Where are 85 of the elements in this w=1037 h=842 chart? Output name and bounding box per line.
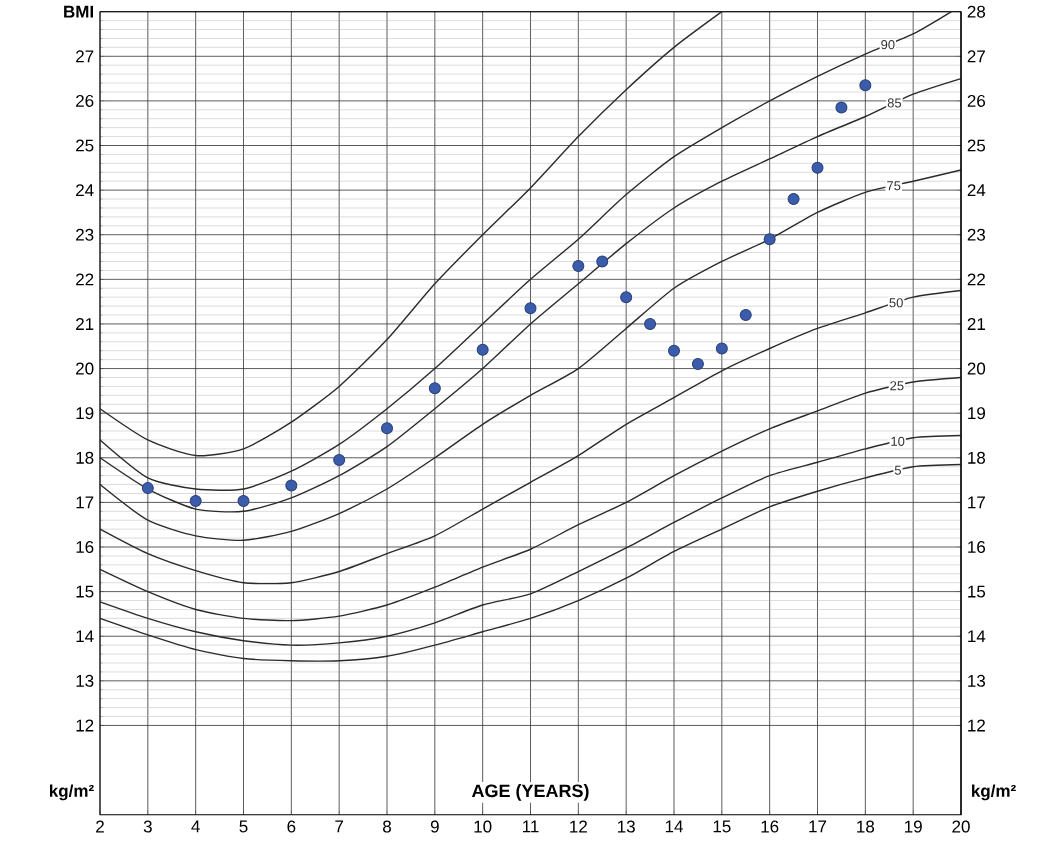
- y-tick-label: 26: [76, 95, 94, 108]
- y-tick-label: 13: [76, 674, 94, 688]
- x-tick-label: 17: [809, 820, 827, 833]
- y-tick-label: 27: [76, 50, 94, 63]
- y-tick-label: 25: [76, 139, 94, 152]
- x-tick-label: 13: [618, 820, 635, 833]
- y-tick-label: 18: [76, 451, 94, 464]
- y-tick-label: 24: [76, 184, 94, 197]
- series-label: 50: [889, 298, 903, 308]
- series-label: 90: [881, 40, 895, 50]
- y-tick-label: 15: [76, 585, 94, 598]
- point: [835, 101, 848, 114]
- y2-tick-label: 14: [968, 630, 986, 643]
- x-tick-label: 11: [522, 820, 539, 833]
- point: [572, 260, 585, 273]
- y-tick-label: 19: [76, 407, 94, 420]
- y2-tick-label: 25: [967, 139, 986, 152]
- x-tick-label: 15: [713, 820, 731, 833]
- x-tick-label: 8: [383, 820, 391, 833]
- point: [141, 482, 154, 495]
- point: [644, 318, 657, 331]
- y-tick-label: 21: [76, 318, 94, 331]
- x-tick-label: 6: [287, 820, 296, 833]
- point: [333, 454, 346, 467]
- series-label: 25: [890, 381, 904, 391]
- point: [381, 422, 394, 435]
- y-tick-label: 23: [76, 228, 94, 241]
- point: [715, 342, 728, 355]
- y2-tick-label: 15: [968, 585, 986, 598]
- series-label: 85: [887, 98, 902, 108]
- y2-tick-label: 20: [967, 362, 986, 375]
- x-tick-label: 7: [335, 820, 344, 833]
- text: kg/m²: [972, 784, 1016, 801]
- y-tick-label: 14: [76, 630, 94, 643]
- y2-tick-label: 23: [967, 228, 986, 241]
- point: [787, 193, 800, 206]
- x-tick-label: 4: [191, 820, 200, 833]
- x-tick-label: 5: [239, 820, 248, 833]
- x-tick-label: 9: [430, 820, 439, 833]
- point: [524, 302, 537, 315]
- y2-tick-label: 19: [968, 407, 985, 420]
- y2-tick-label: 26: [967, 95, 986, 108]
- x-tick-label: 2: [96, 820, 104, 833]
- y-tick-label: 22: [76, 273, 94, 286]
- point: [691, 358, 704, 371]
- x-tick-label: 12: [570, 820, 587, 833]
- point: [811, 161, 824, 174]
- point: [596, 255, 609, 268]
- text: kg/m²: [49, 784, 94, 801]
- point: [285, 479, 298, 492]
- y2-tick-label: 22: [967, 273, 985, 286]
- y2-tick-label: 21: [967, 318, 985, 331]
- series-label: 75: [887, 181, 901, 191]
- point: [739, 309, 752, 322]
- point: [763, 233, 776, 246]
- series-label: 10: [891, 436, 905, 447]
- y2-tick-label: 17: [968, 496, 985, 509]
- y-tick-label: BMI: [64, 5, 93, 18]
- series-label: 5: [894, 465, 901, 475]
- point: [668, 344, 680, 357]
- point: [237, 495, 250, 508]
- point: [859, 79, 872, 92]
- x-tick-label: 14: [665, 820, 683, 833]
- y-tick-label: 16: [76, 541, 94, 554]
- x-tick-label: 20: [952, 820, 970, 833]
- y2-tick-label: 28: [967, 5, 986, 18]
- x-tick-label: 3: [143, 820, 152, 833]
- y2-tick-label: 24: [967, 184, 986, 197]
- y-tick-label: 12: [76, 719, 94, 732]
- y-tick-label: 20: [76, 362, 94, 375]
- point: [189, 495, 202, 508]
- point: [428, 382, 441, 395]
- x-tick-label: 16: [761, 820, 779, 833]
- y2-tick-label: 12: [968, 719, 985, 732]
- point: [476, 343, 489, 356]
- point: [620, 291, 633, 304]
- x-tick-label: 19: [905, 820, 922, 833]
- x-tick-label: 10: [474, 820, 492, 833]
- y-tick-label: 17: [76, 496, 94, 509]
- y2-tick-label: 27: [967, 50, 985, 63]
- x-tick-label: 18: [857, 820, 875, 833]
- y2-tick-label: 18: [968, 451, 986, 464]
- x-axis-title: AGE (YEARS): [471, 784, 589, 801]
- y2-tick-label: 13: [968, 674, 986, 688]
- y2-tick-label: 16: [968, 541, 986, 554]
